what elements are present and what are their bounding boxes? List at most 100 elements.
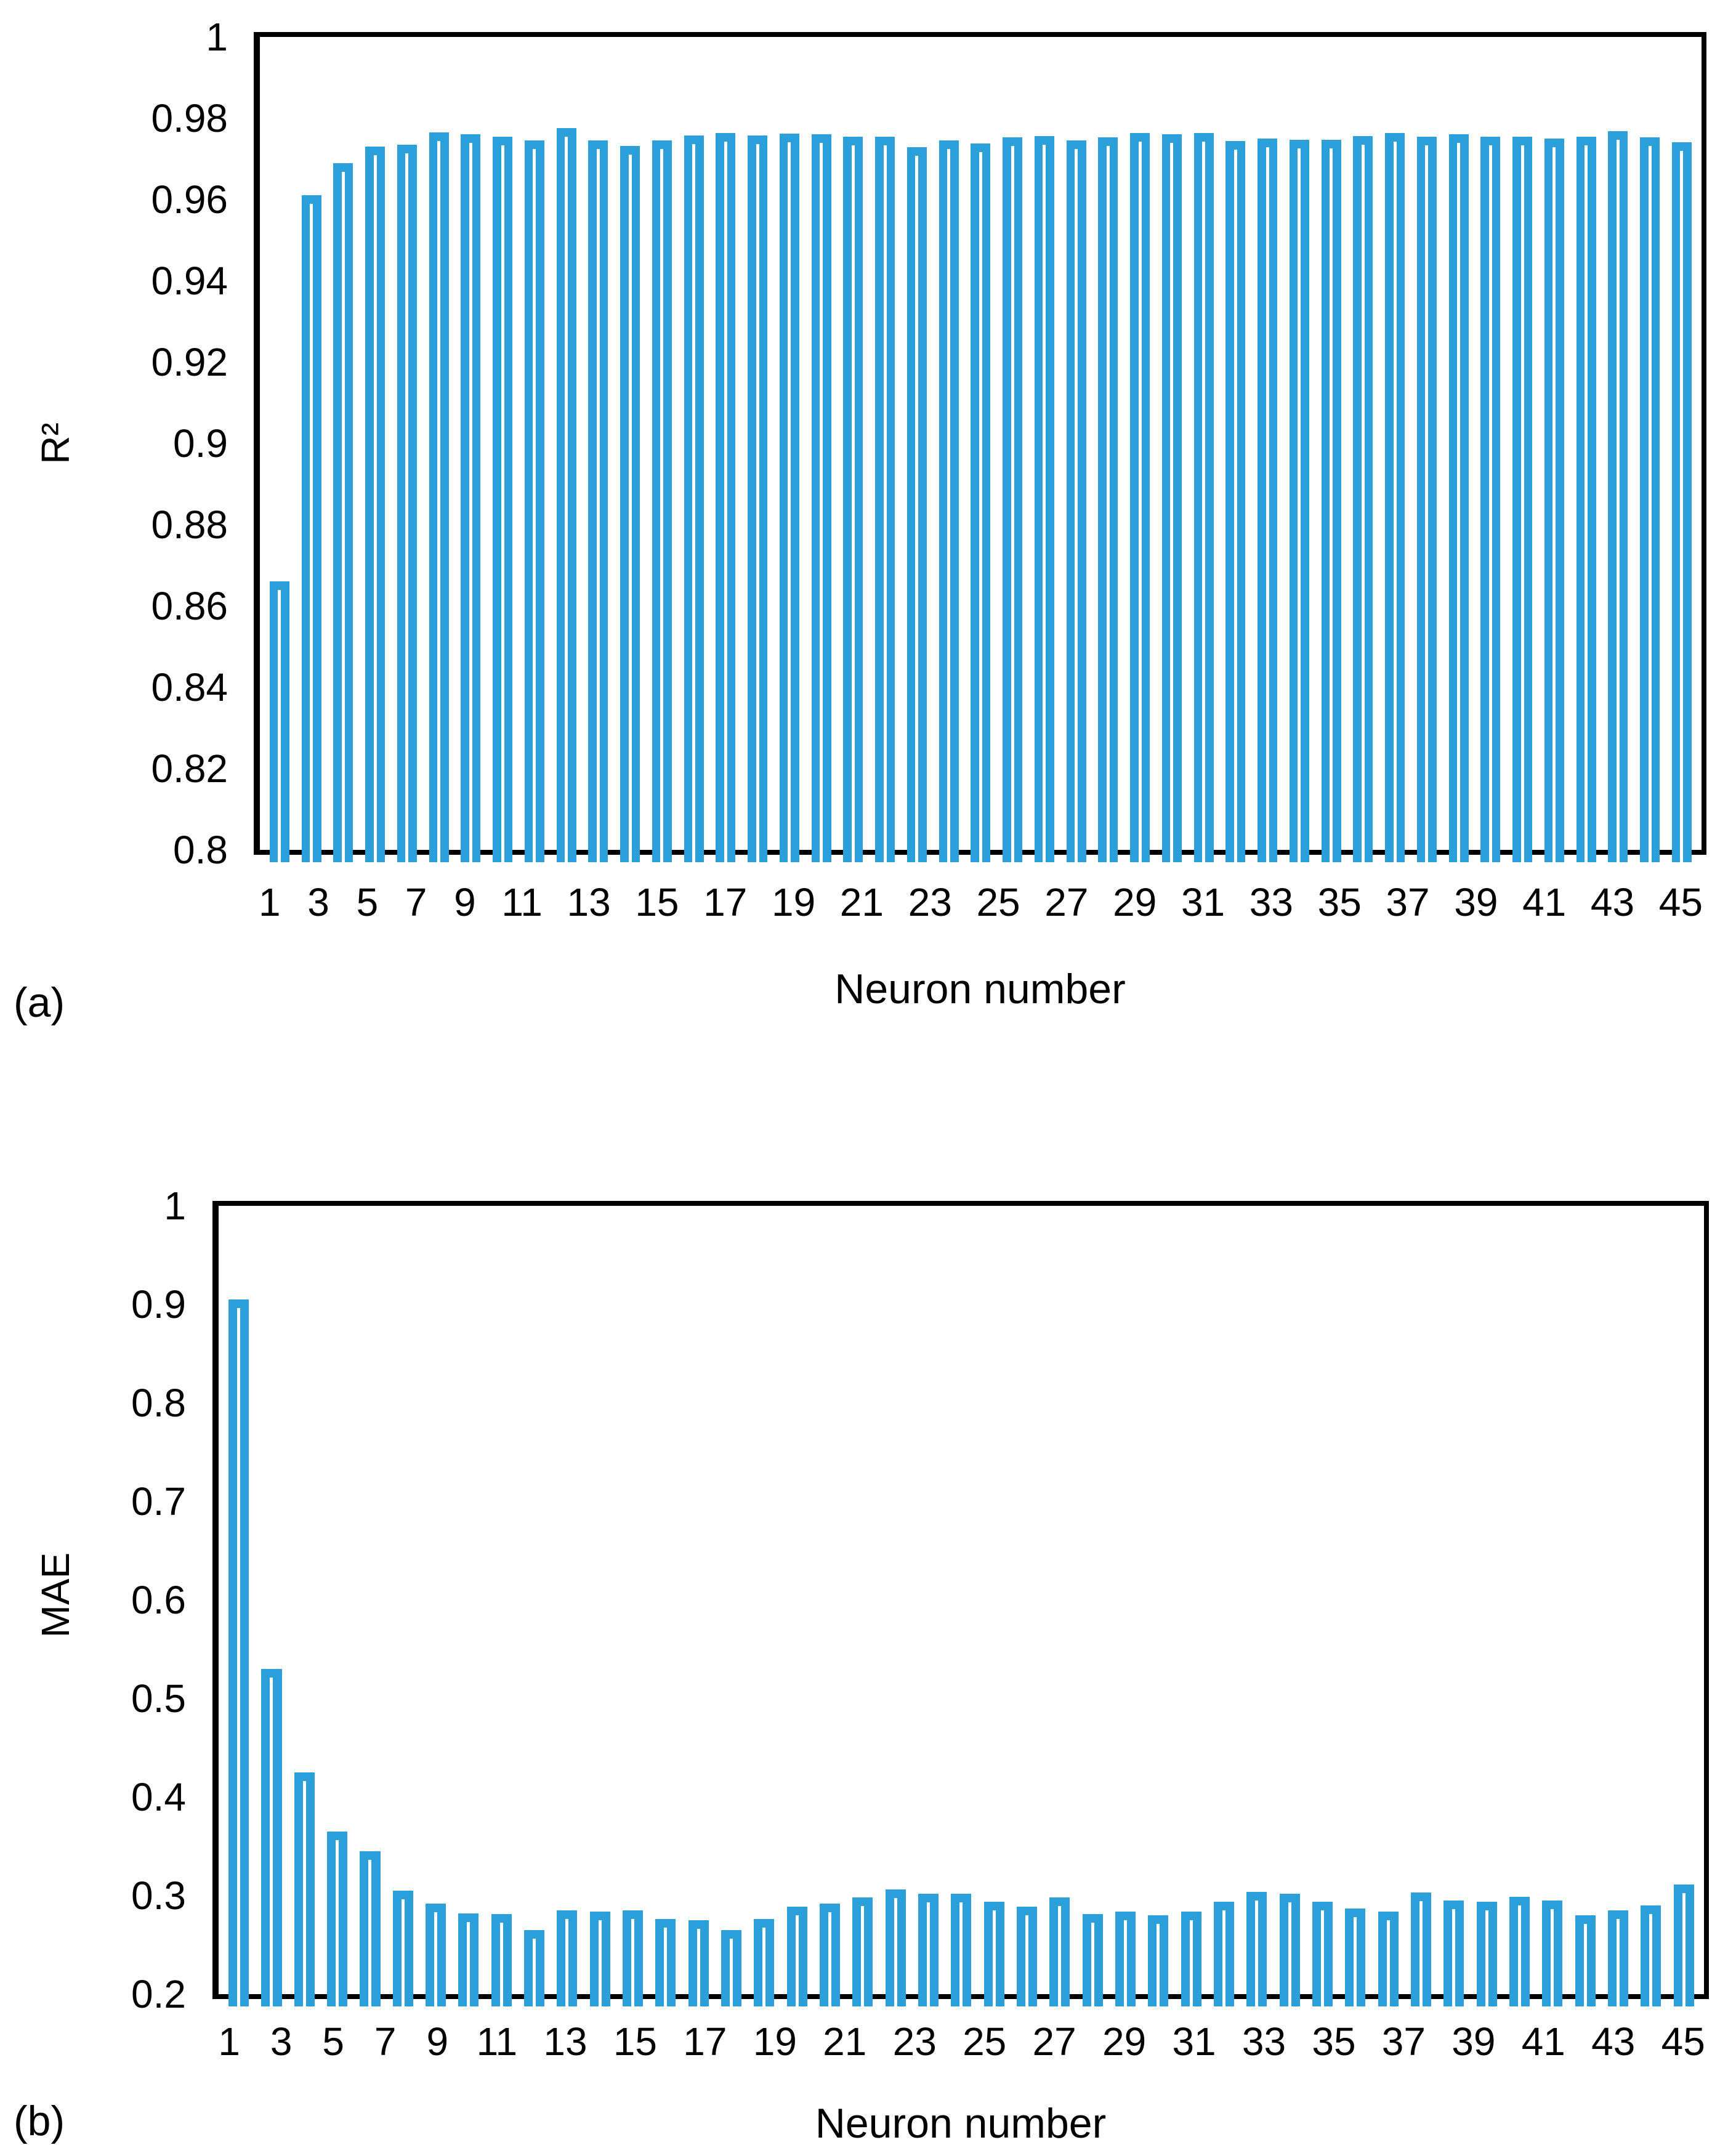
x-tick-label — [1293, 875, 1318, 933]
bar — [269, 581, 289, 862]
bar-slot — [646, 37, 678, 862]
bar-slot — [1208, 1206, 1240, 2006]
x-tick-label — [1225, 875, 1250, 933]
bar-slot — [996, 37, 1028, 862]
bar — [1476, 1902, 1497, 2006]
bar-inner-highlight — [533, 1939, 536, 2006]
bar-inner-highlight — [894, 1898, 897, 2006]
bar — [688, 1920, 709, 2006]
x-tick-label — [331, 875, 355, 933]
chart-panel-a: R² 1 0.98 0.96 0.94 0.92 0.9 0.88 0.86 0.84 0.82 0… — [0, 0, 1736, 1072]
bar-inner-highlight — [405, 153, 409, 862]
x-tick-label — [1495, 2014, 1521, 2072]
bar-inner-highlight — [1425, 145, 1429, 862]
x-tick-label — [294, 2014, 320, 2072]
bar-inner-highlight — [1058, 1906, 1062, 2006]
bar — [852, 1897, 873, 2006]
bar — [918, 1894, 939, 2006]
x-tick-label: 25 — [976, 880, 1020, 924]
x-tick-label — [1426, 2014, 1451, 2072]
bar-slot — [455, 37, 487, 862]
bar — [1258, 139, 1278, 862]
x-tick-label: 13 — [567, 880, 611, 924]
bar-slot — [1251, 37, 1283, 862]
bar-slot — [1536, 1206, 1568, 2006]
bar-slot — [1411, 37, 1443, 862]
x-tick-label: 39 — [1451, 2019, 1496, 2064]
x-tick-label — [1020, 875, 1045, 933]
bar-slot — [551, 37, 583, 862]
bar — [461, 134, 481, 862]
bar-inner-highlight — [1138, 142, 1142, 862]
bar-slot — [359, 37, 391, 862]
x-tick-label — [952, 875, 977, 933]
bar-inner-highlight — [270, 1678, 273, 2006]
bar-inner-highlight — [1189, 1920, 1193, 2006]
bar — [811, 134, 831, 862]
bar — [779, 134, 799, 862]
x-tick-label: 19 — [771, 880, 816, 924]
bar-slot — [1188, 37, 1220, 862]
bar-slot — [1283, 37, 1315, 862]
x-tick-label: 17 — [703, 880, 748, 924]
bar-inner-highlight — [979, 152, 982, 862]
bar-slot — [264, 37, 296, 862]
bar-slot — [1142, 1206, 1174, 2006]
bar-slot — [1339, 1206, 1371, 2006]
bar-slot — [945, 1206, 977, 2006]
x-tick-label — [379, 875, 404, 933]
bar-inner-highlight — [237, 1308, 241, 2006]
x-tick-label: 27 — [1044, 880, 1089, 924]
bar-inner-highlight — [1680, 151, 1684, 862]
bar — [429, 132, 449, 862]
bar — [360, 1851, 381, 2006]
bar-inner-highlight — [1288, 1902, 1291, 2006]
bar-slot — [1602, 37, 1634, 862]
bar-inner-highlight — [992, 1910, 996, 2006]
bar-slot — [1060, 37, 1092, 862]
bar — [458, 1913, 479, 2006]
bar-slot — [838, 37, 870, 862]
bar-slot — [1506, 37, 1538, 862]
bar-slot — [1470, 1206, 1503, 2006]
x-tick-label — [587, 2014, 613, 2072]
x-tick-label: 15 — [635, 880, 679, 924]
bar — [754, 1919, 775, 2006]
x-tick-label: 25 — [963, 2019, 1007, 2064]
bar-inner-highlight — [1222, 1910, 1225, 2006]
bar-inner-highlight — [660, 149, 664, 862]
x-tick-label: 5 — [356, 880, 379, 924]
x-tick-label — [1635, 2014, 1661, 2072]
bar-slot — [1274, 1206, 1306, 2006]
bar — [875, 137, 895, 862]
x-tick-label — [282, 875, 307, 933]
bar-slot — [781, 1206, 813, 2006]
chart-panel-b: MAE 1 0.9 0.8 0.7 0.6 0.5 0.4 0.3 0.2 1 3 5 7 9 11 13 1… — [0, 1072, 1736, 2145]
bar-slot — [741, 37, 773, 862]
x-axis-title-a: Neuron number — [834, 966, 1126, 1012]
bar-inner-highlight — [1551, 1909, 1554, 2006]
bar-inner-highlight — [1361, 145, 1365, 862]
x-tick-label: 13 — [543, 2019, 587, 2064]
bar-slot — [1666, 37, 1698, 862]
bar — [1246, 1892, 1267, 2006]
bar-slot — [1092, 37, 1124, 862]
bar-slot — [1109, 1206, 1142, 2006]
bar-inner-highlight — [1616, 1919, 1620, 2006]
bar-inner-highlight — [467, 1922, 470, 2006]
bar — [426, 1904, 446, 2006]
bar-slot — [387, 1206, 419, 2006]
bar-slot — [614, 37, 646, 862]
bar-inner-highlight — [1552, 147, 1556, 862]
bar — [820, 1904, 841, 2006]
bar — [716, 133, 736, 862]
x-tick-label — [727, 2014, 753, 2072]
bar-slot — [1175, 1206, 1208, 2006]
x-tick-label — [815, 875, 840, 933]
bar-slot — [321, 1206, 353, 2006]
y-tick-label: 0.3 — [131, 1873, 186, 1918]
bar-inner-highlight — [730, 1939, 733, 2006]
bar — [493, 137, 513, 862]
bar-slot — [1240, 1206, 1273, 2006]
